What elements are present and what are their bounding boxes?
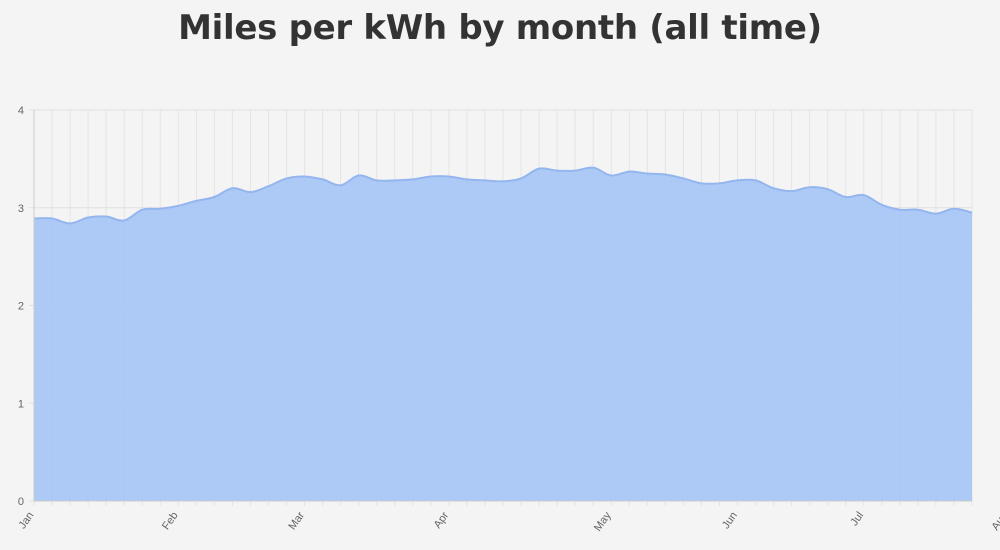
y-tick-label: 2 <box>18 301 24 313</box>
x-tick-label: Feb <box>160 510 181 532</box>
y-tick-label: 4 <box>18 105 24 117</box>
area-series <box>33 166 973 501</box>
x-tick-label: Jan <box>16 510 36 531</box>
x-tick-label: Mar <box>286 510 307 533</box>
x-tick-label: Jul <box>848 510 866 528</box>
x-tick-label: May <box>592 509 614 533</box>
y-tick-label: 3 <box>18 203 24 215</box>
y-tick-label: 0 <box>18 496 24 508</box>
area-fill <box>34 167 972 501</box>
x-tick-label: Aug <box>989 510 1000 533</box>
x-tick-label: Jun <box>720 510 740 531</box>
y-tick-label: 1 <box>18 398 24 410</box>
series-line <box>33 166 973 225</box>
chart-title: Miles per kWh by month (all time) <box>178 8 822 48</box>
x-tick-label: Apr <box>432 510 452 531</box>
chart-axes <box>33 110 972 502</box>
